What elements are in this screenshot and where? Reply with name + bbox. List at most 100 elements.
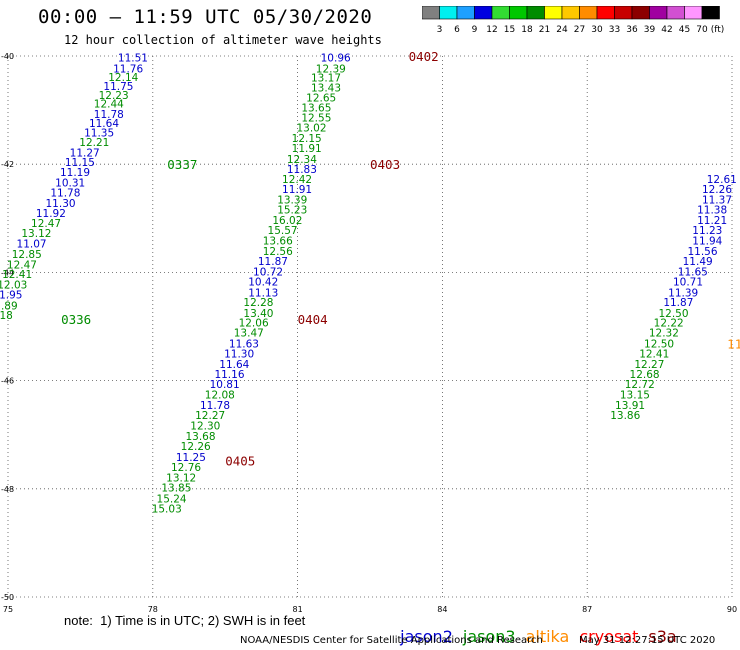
y-tick-label: -42 [1,160,14,169]
colorbar-tick-label: 39 [644,25,656,35]
colorbar-tick-label: 21 [539,25,550,35]
wave-height-point: 11.92 [36,208,66,220]
wave-height-point: 13.65 [301,102,331,114]
wave-height-point: 15.57 [268,225,298,237]
wave-height-point: 12.47 [7,259,37,271]
wave-height-point: 11.30 [46,198,76,210]
data-points: 11.5111.7612.1411.7512.2312.4411.7811.64… [0,53,737,516]
colorbar-tick-label: 18 [521,25,533,35]
colorbar-tick-label: 30 [591,25,603,35]
credit-line: NOAA/NESDIS Center for Satellite Applica… [240,635,543,646]
wave-height-point: 11.95 [0,290,22,302]
wave-height-point: 12.21 [79,137,109,149]
wave-height-point: 11.23 [692,225,722,237]
wave-height-point: 13.18 [0,310,13,322]
wave-height-point: 11.38 [697,205,727,217]
wave-height-point: 13.12 [166,472,196,484]
wave-height-point: 12.50 [644,338,674,350]
wave-height-point: 15.03 [152,503,182,515]
wave-height-point: 12.39 [316,63,346,75]
wave-height-point: 13.02 [296,122,326,134]
wave-height-point: 12.26 [702,184,732,196]
legend-jason3: jason3 [462,627,516,646]
wave-height-point: 12.47 [31,218,61,230]
time-labels: 0402 0403 0404 0405 0337 0336 1123 [61,49,740,469]
wave-height-point: 12.42 [282,174,312,186]
wave-height-point: 10.71 [673,277,703,289]
wave-height-point: 12.89 [0,300,18,312]
wave-height-point: 11.64 [219,359,249,371]
wave-height-point: 12.27 [634,359,664,371]
colorbar-tick-label: 24 [556,25,568,35]
wave-height-point: 11.21 [697,215,727,227]
wave-height-point: 11.37 [702,194,732,206]
wave-height-point: 11.65 [678,266,708,278]
wave-height-point: 12.06 [239,318,269,330]
wave-height-point: 12.85 [12,249,42,261]
wave-height-point: 11.75 [103,81,133,93]
wave-height-point: 13.86 [610,410,640,422]
pass-time-label: 0403 [370,157,400,172]
wave-height-point: 13.68 [185,431,215,443]
wave-height-point: 11.78 [50,187,80,199]
wave-height-point: 13.12 [21,228,51,240]
wave-height-point: 11.51 [118,53,148,65]
wave-height-point: 11.25 [176,452,206,464]
wave-height-point: 12.68 [630,369,660,381]
wave-height-point: 11.16 [214,369,244,381]
color-scale-legend: 3 6 9 12 15 18 21 24 27 30 33 36 39 42 45 70 (ft) [422,6,724,35]
wave-height-point: 12.15 [292,133,322,145]
wave-height-point: 12.44 [94,99,124,111]
wave-height-point: 12.34 [287,154,317,166]
wave-height-point: 12.50 [658,308,688,320]
wave-height-point: 11.76 [113,63,143,75]
colorbar-tick-label: 12 [486,25,497,35]
x-tick-label: 75 [3,605,13,614]
wave-height-point: 11.39 [668,287,698,299]
wave-height-point: 13.47 [234,327,264,339]
pass-time-label: 1123 [727,336,740,351]
wave-height-point: 12.41 [2,269,32,281]
colorbar-tick-label: 42 [661,25,672,35]
colorbar-tick-label: 9 [472,25,478,35]
wave-height-point: 11.07 [17,239,47,251]
wave-height-point: 13.39 [277,194,307,206]
wave-height-point: 11.15 [65,157,95,169]
pass-time-label: 0337 [167,157,197,172]
wave-height-point: 13.43 [311,82,341,94]
wave-height-point: 12.61 [707,174,737,186]
wave-height-point: 12.55 [301,113,331,125]
wave-height-point: 16.02 [272,215,302,227]
wave-height-point: 15.23 [277,205,307,217]
chart-title: 00:00 – 11:59 UTC 05/30/2020 [38,6,373,28]
y-tick-label: -48 [1,485,14,494]
wave-height-point: 11.91 [282,184,312,196]
wave-height-point: 12.28 [243,297,273,309]
satellite-legend: jason2 jason3 altika cryosat s3a [390,608,687,646]
wave-height-point: 10.31 [55,178,85,190]
wave-height-point: 12.65 [306,93,336,105]
colorbar-tick-label: 3 [437,25,443,35]
wave-height-point: 11.19 [60,167,90,179]
colorbar-tick-label: 27 [574,25,585,35]
chart-subtitle: 12 hour collection of altimeter wave hei… [64,33,382,47]
y-tick-label: -40 [1,52,14,61]
wave-height-point: 12.56 [263,246,293,258]
x-tick-label: 84 [437,605,447,614]
wave-height-point: 11.49 [683,256,713,268]
wave-height-point: 11.87 [663,297,693,309]
wave-height-point: 10.81 [210,379,240,391]
x-tick-label: 78 [148,605,158,614]
wave-height-point: 13.17 [311,73,341,85]
y-tick-label: -46 [1,377,14,386]
pass-time-label: 0402 [409,49,439,64]
wave-height-point: 10.42 [248,277,278,289]
colorbar-tick-label: 15 [504,25,515,35]
wave-height-point: 11.64 [89,118,119,130]
wave-height-point: 13.66 [263,235,293,247]
wave-height-point: 12.76 [171,462,201,474]
wave-height-point: 11.30 [224,349,254,361]
wave-height-point: 11.91 [292,143,322,155]
x-tick-label: 87 [582,605,592,614]
